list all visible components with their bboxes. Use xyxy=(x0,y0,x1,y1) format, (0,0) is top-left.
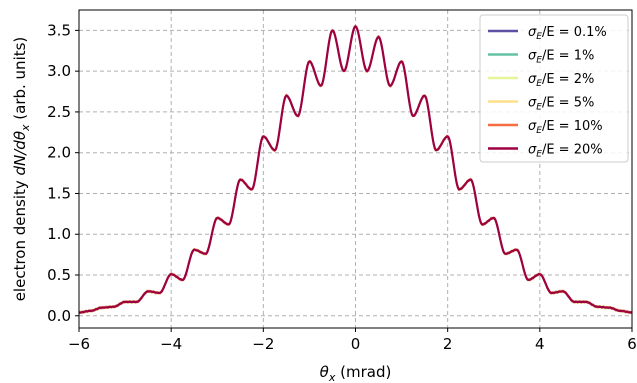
y-axis-label-prefix: electron density xyxy=(11,175,29,301)
x-tick-label: −4 xyxy=(160,335,182,353)
legend-entry-3: σE/E = 2% xyxy=(528,72,594,89)
series-line-6 xyxy=(78,25,633,314)
legend-entry-1: σE/E = 0.1% xyxy=(528,25,607,42)
y-tick-label: 2.0 xyxy=(47,144,71,162)
y-tick-label: 0.0 xyxy=(47,307,71,325)
y-axis-label-unit: (arb. units) xyxy=(11,37,29,125)
x-axis-label-subscript: x xyxy=(328,371,336,383)
y-tick-label: 0.5 xyxy=(47,266,71,284)
x-tick-label: −6 xyxy=(68,335,90,353)
x-tick-label: 2 xyxy=(443,335,453,353)
x-axis-label-symbol: θ xyxy=(320,363,329,381)
legend: σE/E = 0.1% σE/E = 1% σE/E = 2% σE/E = 5% σE… xyxy=(479,14,629,163)
y-tick-label: 1.0 xyxy=(47,225,71,243)
x-axis-ticks: −6 −4 −2 0 2 4 6 xyxy=(68,328,637,353)
x-tick-label: 4 xyxy=(535,335,545,353)
y-axis-label-subscript: x xyxy=(19,124,32,132)
legend-entry-5: σE/E = 10% xyxy=(528,119,603,136)
y-tick-label: 3.0 xyxy=(47,62,71,80)
y-axis-label: electron density dN/dθx (arb. units) xyxy=(11,37,32,302)
y-axis-ticks: 0.0 0.5 1.0 1.5 2.0 2.5 3.0 3.5 xyxy=(47,21,79,325)
legend-entry-6: σE/E = 20% xyxy=(528,143,603,160)
x-axis-label-unit: (mrad) xyxy=(335,363,391,381)
y-tick-label: 2.5 xyxy=(47,103,71,121)
legend-entry-4: σE/E = 5% xyxy=(528,96,594,113)
legend-entry-2: σE/E = 1% xyxy=(528,49,594,66)
x-tick-label: 0 xyxy=(351,335,361,353)
series-lines xyxy=(78,24,633,315)
x-axis-label: θx (mrad) xyxy=(320,363,392,383)
y-tick-label: 1.5 xyxy=(47,184,71,202)
y-tick-label: 3.5 xyxy=(47,21,71,39)
x-tick-label: 6 xyxy=(627,335,637,353)
y-axis-label-math: dN/dθ xyxy=(11,131,29,176)
x-tick-label: −2 xyxy=(252,335,274,353)
